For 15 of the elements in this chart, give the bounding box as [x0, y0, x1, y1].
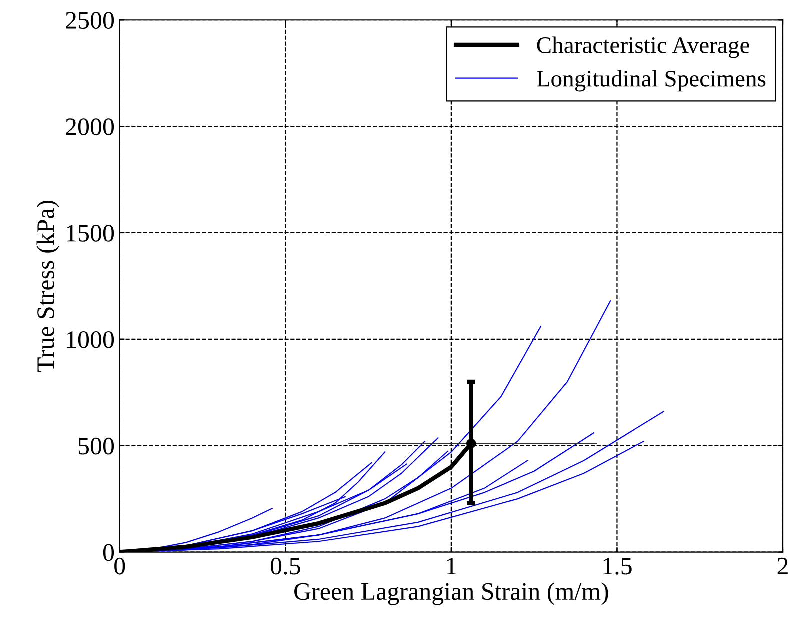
x-tick-label: 1.5 — [604, 558, 632, 575]
x-tick-label: 1 — [447, 558, 456, 574]
y-tick-label: 1500 — [67, 225, 114, 242]
y-tick-label: 500 — [78, 438, 114, 455]
x-axis-title: Green Lagrangian Strain (m/m) — [294, 582, 608, 606]
y-axis-title: True Stress (kPa) — [36, 200, 60, 372]
x-tick-label: 2 — [778, 558, 788, 574]
legend-label: Characteristic Average — [537, 36, 750, 58]
y-tick-label: 2000 — [66, 118, 114, 136]
y-tick-label: 1000 — [67, 331, 114, 348]
legend-label: Longitudinal Specimens — [536, 70, 766, 92]
y-tick-label: 0 — [103, 544, 114, 562]
x-tick-label: 0 — [114, 558, 126, 575]
x-tick-label: 0.5 — [270, 558, 300, 575]
y-tick-label: 2500 — [66, 12, 114, 30]
